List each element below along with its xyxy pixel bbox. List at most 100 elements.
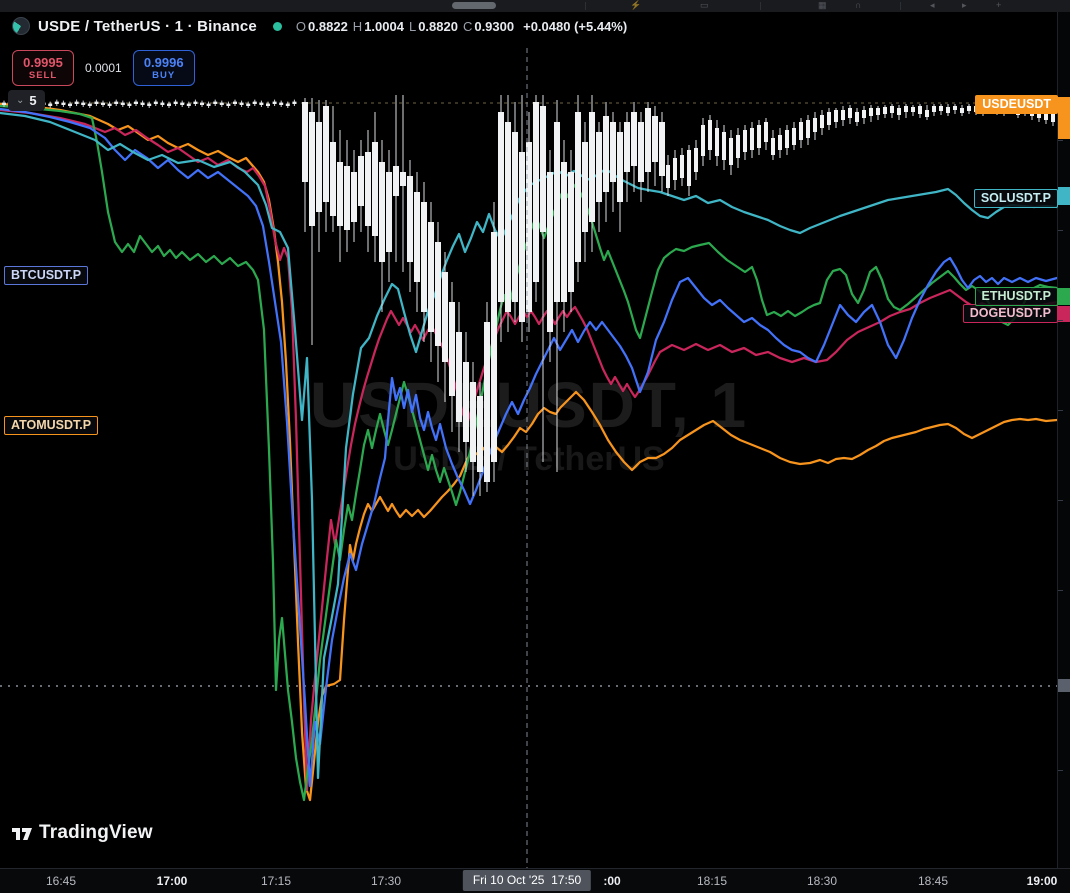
- candle-body: [547, 172, 553, 332]
- high-value: 1.0004: [364, 18, 404, 34]
- candle-body: [213, 101, 218, 104]
- candle-body: [638, 122, 644, 182]
- candle-body: [414, 192, 420, 282]
- candle-body: [477, 396, 483, 472]
- grid-icon[interactable]: ▦: [818, 0, 827, 10]
- candle-body: [330, 142, 336, 216]
- candle-body: [862, 110, 866, 118]
- candle-body: [960, 108, 964, 113]
- time-tick-00: :00: [603, 874, 621, 888]
- tradingview-mark-icon: [12, 828, 32, 840]
- candle-body: [764, 122, 768, 142]
- candle-body: [701, 125, 705, 156]
- candle-body: [233, 101, 237, 104]
- candle-body: [292, 101, 297, 104]
- series-label-USDEUSDT[interactable]: USDEUSDT: [975, 95, 1058, 114]
- candle-body: [61, 102, 66, 105]
- candle-body: [442, 272, 448, 362]
- candle-body: [869, 108, 873, 116]
- price-scale[interactable]: [1057, 12, 1070, 868]
- sell-price: 0.9995: [23, 54, 63, 70]
- candle-body: [81, 102, 86, 105]
- top-toolbar-strip: ⚡ ▭ ▦ ∩ ◂ ▸ +: [0, 0, 1070, 12]
- candle-body: [94, 101, 99, 104]
- candle-body: [757, 125, 761, 148]
- candle-body: [561, 162, 567, 302]
- candle-body: [911, 107, 915, 112]
- replay-forward-icon[interactable]: ▸: [962, 0, 967, 10]
- series-label-ETHUSDT.P[interactable]: ETHUSDT.P: [974, 287, 1058, 306]
- symbol-title[interactable]: USDE / TetherUS · 1 · Binance: [38, 17, 257, 35]
- sell-button[interactable]: 0.9995 SELL: [12, 50, 74, 86]
- candle-body: [68, 103, 72, 106]
- candle-body: [806, 120, 810, 138]
- candle-body: [1044, 112, 1048, 120]
- buy-button[interactable]: 0.9996 BUY: [132, 50, 195, 86]
- candle-body: [400, 172, 406, 186]
- candle-body: [904, 106, 908, 112]
- toolbar-drag-handle[interactable]: [452, 2, 496, 9]
- time-tick-1815: 18:15: [696, 874, 728, 888]
- series-label-ATOMUSDT.P[interactable]: ATOMUSDT.P: [4, 416, 99, 435]
- price-scale-stub: [1058, 97, 1070, 139]
- price-scale-tick: [1058, 410, 1063, 411]
- candle-body: [610, 122, 616, 182]
- candle-body: [302, 102, 308, 182]
- candle-body: [925, 110, 929, 117]
- magnet-icon[interactable]: ∩: [855, 0, 862, 10]
- close-value: 0.9300: [474, 18, 515, 34]
- candle-body: [491, 232, 497, 462]
- price-scale-tick: [1058, 230, 1063, 231]
- tradingview-logo[interactable]: TradingView: [12, 822, 153, 844]
- candle-body: [463, 362, 469, 442]
- candle-body: [589, 112, 595, 222]
- candle-body: [309, 112, 315, 226]
- ruler-icon[interactable]: ▭: [700, 0, 709, 10]
- add-icon[interactable]: +: [996, 0, 1002, 10]
- series-label-DOGEUSDT.P[interactable]: DOGEUSDT.P: [962, 304, 1058, 323]
- candle-body: [820, 115, 824, 128]
- ohlc-readout: O 0.8822 H 1.0004 L 0.8820 C 0.9300 +0.0…: [296, 19, 627, 34]
- market-status-dot-icon: [272, 21, 282, 31]
- price-scale-stub: [1058, 288, 1070, 305]
- candle-body: [617, 132, 623, 202]
- candle-body: [736, 135, 740, 158]
- candle-body: [351, 172, 357, 222]
- candle-body: [107, 103, 112, 106]
- candle-body: [173, 101, 178, 104]
- candle-body: [200, 102, 204, 105]
- candle-body: [554, 122, 560, 302]
- candle-body: [953, 106, 957, 110]
- candle-body: [659, 122, 665, 176]
- buy-price: 0.9996: [143, 54, 184, 70]
- magic-icon[interactable]: ⚡: [630, 0, 642, 10]
- candle-body: [890, 106, 894, 113]
- time-axis[interactable]: 16:45 17:00 17:15 17:30:00 18:15 18:30 18:45 19…: [0, 868, 1070, 893]
- buy-label: BUY: [152, 69, 176, 81]
- candle-body: [266, 103, 270, 106]
- series-label-SOLUSDT.P[interactable]: SOLUSDT.P: [973, 189, 1058, 208]
- price-scale-tick: [1058, 140, 1063, 141]
- candle-body: [219, 102, 224, 105]
- candle-body: [421, 202, 427, 312]
- candle-body: [259, 102, 264, 105]
- candle-body: [54, 101, 59, 104]
- candle-body: [285, 103, 290, 106]
- indicators-collapse-toggle[interactable]: ⌄ 5: [8, 90, 45, 111]
- candle-body: [652, 116, 658, 162]
- time-tick-1830: 18:30: [806, 874, 838, 888]
- candle-body: [48, 103, 53, 106]
- symbol-logo-icon: [12, 17, 30, 35]
- candle-body: [687, 150, 691, 186]
- candle-body: [855, 112, 859, 122]
- candle-body: [239, 102, 244, 105]
- candle-body: [498, 112, 504, 302]
- candle-body: [337, 162, 343, 226]
- candle-body: [101, 102, 105, 105]
- candle-body: [358, 156, 364, 206]
- series-label-BTCUSDT.P[interactable]: BTCUSDT.P: [4, 266, 89, 285]
- candle-body: [673, 158, 677, 180]
- replay-back-icon[interactable]: ◂: [930, 0, 935, 10]
